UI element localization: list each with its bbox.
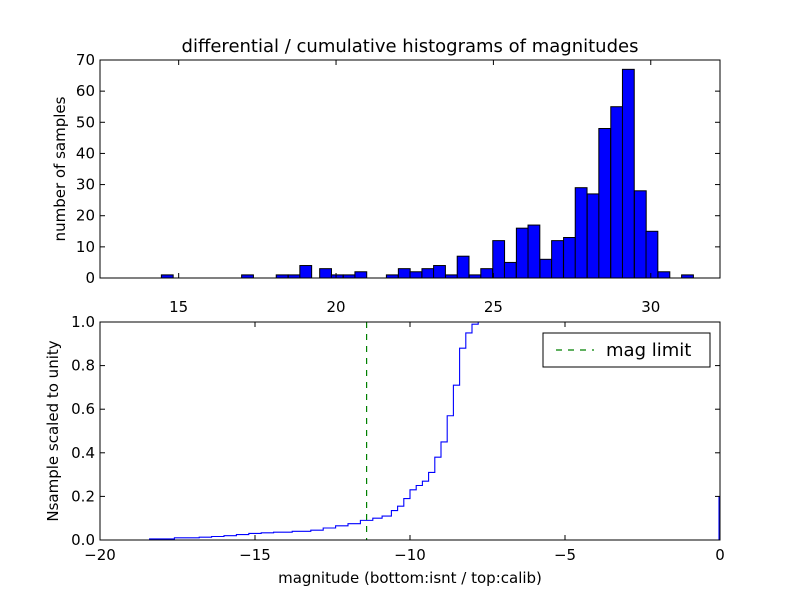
histogram-bar: [421, 268, 435, 279]
histogram-bar: [574, 187, 588, 279]
cumulative-step-line: [131, 321, 720, 541]
top-y-tick-label: 70: [76, 51, 95, 69]
top-axis-ticks: 15 20 25 30 0 10 20 30 40 50 60 70: [76, 51, 720, 316]
top-x-tick-label: 20: [326, 298, 345, 316]
histogram-bar: [563, 237, 576, 279]
top-x-tick-label: 25: [484, 298, 503, 316]
histogram-bar: [586, 193, 600, 279]
histogram-bar: [456, 255, 470, 279]
histogram-bar: [299, 265, 313, 279]
histogram-bar: [397, 268, 411, 279]
top-y-tick-label: 40: [76, 144, 95, 162]
bottom-y-tick-label: 0.0: [71, 531, 95, 549]
histogram-bar: [492, 240, 506, 279]
histogram-bar: [503, 261, 517, 279]
top-histogram-bars: [160, 68, 694, 279]
bottom-y-tick-label: 0.4: [71, 444, 95, 462]
legend-mag-limit-label: mag limit: [606, 340, 691, 361]
histogram-bar: [515, 227, 529, 279]
histogram-bar: [551, 240, 564, 279]
histogram-bar: [598, 128, 612, 279]
bottom-axes-frame: [99, 321, 721, 541]
top-y-tick-label: 0: [85, 269, 95, 287]
bottom-y-tick-label: 0.8: [71, 357, 95, 375]
bottom-y-axis-label: Nsample scaled to unity: [44, 340, 62, 521]
histogram-bar: [657, 271, 671, 279]
bottom-y-tick-label: 0.6: [71, 400, 95, 418]
bottom-x-tick-label: −10: [394, 546, 426, 564]
top-x-tick-label: 15: [169, 298, 188, 316]
top-y-tick-label: 30: [76, 176, 95, 194]
histogram-bar: [645, 230, 659, 279]
histogram-bar: [480, 268, 494, 279]
top-y-tick-label: 60: [76, 82, 95, 100]
bottom-y-tick-label: 0.2: [71, 487, 95, 505]
bottom-x-tick-label: −20: [84, 546, 116, 564]
bottom-x-tick-label: −5: [554, 546, 576, 564]
histogram-bar: [610, 106, 624, 279]
top-y-tick-label: 20: [76, 207, 95, 225]
histogram-bar: [409, 271, 423, 279]
bottom-x-axis-label: magnitude (bottom:isnt / top:calib): [278, 569, 542, 587]
bottom-cumulative-panel: −20 −15 −10 −5 0 0.0 0.2 0.4 0.6 0.8 1.0 magnitude…: [44, 313, 725, 587]
histogram-bar: [319, 268, 332, 279]
legend: mag limit: [542, 332, 711, 368]
top-y-tick-label: 50: [76, 113, 95, 131]
histogram-bar: [621, 68, 635, 279]
top-histogram-panel: differential / cumulative histograms of …: [51, 36, 721, 316]
top-x-tick-label: 30: [641, 298, 660, 316]
bottom-y-tick-label: 1.0: [71, 313, 95, 331]
histogram-bar: [354, 271, 368, 279]
top-axes-frame: [99, 59, 721, 279]
top-y-axis-label: number of samples: [51, 96, 69, 241]
histogram-bar: [527, 224, 541, 279]
histogram-bar: [433, 265, 446, 279]
histogram-bar: [539, 258, 553, 279]
cumulative-series: [131, 321, 720, 541]
histogram-bar: [633, 190, 647, 279]
bottom-x-tick-label: 0: [715, 546, 725, 564]
bottom-x-tick-label: −15: [239, 546, 271, 564]
top-chart-title: differential / cumulative histograms of …: [182, 36, 639, 57]
top-y-tick-label: 10: [76, 238, 95, 256]
